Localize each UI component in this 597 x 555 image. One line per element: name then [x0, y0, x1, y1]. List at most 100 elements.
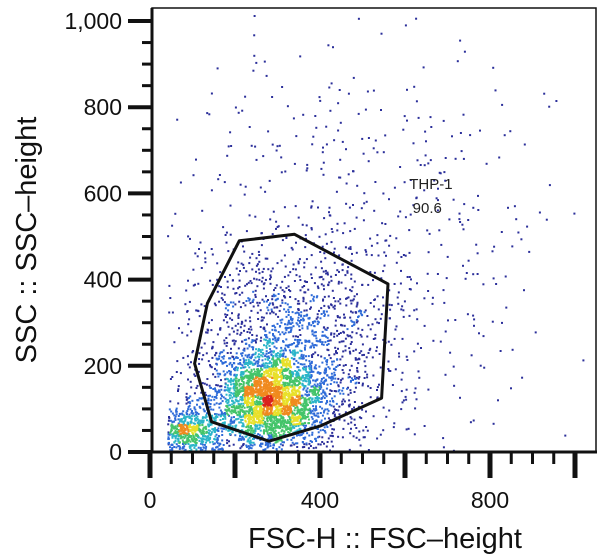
event-point — [237, 347, 240, 350]
event-point — [193, 414, 196, 417]
event-point — [315, 337, 318, 340]
event-point — [305, 169, 308, 172]
event-point — [332, 360, 335, 363]
event-point — [405, 428, 408, 431]
event-point — [216, 372, 219, 375]
event-point — [189, 237, 191, 240]
event-point — [246, 396, 249, 399]
event-point — [215, 433, 218, 436]
event-point — [311, 423, 314, 426]
event-point — [187, 429, 190, 432]
event-point — [310, 324, 313, 327]
event-point — [196, 399, 199, 402]
event-point — [179, 437, 182, 440]
event-point — [189, 446, 192, 449]
event-point — [186, 410, 189, 412]
event-point — [510, 387, 512, 390]
event-point — [250, 370, 253, 373]
event-point — [246, 397, 249, 400]
event-point — [226, 409, 229, 412]
event-point — [254, 145, 257, 148]
event-point — [442, 446, 445, 449]
event-point — [285, 425, 288, 428]
event-point — [320, 276, 323, 278]
event-point — [239, 404, 242, 407]
event-point — [215, 397, 218, 400]
event-point — [280, 171, 283, 174]
event-point — [244, 420, 247, 423]
event-point — [208, 420, 211, 423]
event-point — [276, 401, 279, 403]
event-point — [190, 421, 193, 424]
event-point — [261, 425, 264, 428]
event-point — [309, 389, 312, 392]
event-point — [260, 280, 263, 283]
event-point — [254, 425, 257, 428]
event-point — [277, 225, 280, 228]
event-point — [388, 244, 391, 247]
event-point — [341, 140, 344, 143]
event-point — [231, 403, 234, 406]
event-point — [246, 369, 248, 372]
event-point — [273, 410, 276, 413]
event-point — [443, 171, 446, 174]
event-point — [262, 394, 265, 397]
event-point — [183, 423, 186, 426]
event-point — [258, 423, 261, 426]
event-point — [312, 393, 315, 396]
event-point — [276, 306, 279, 309]
event-point — [402, 254, 405, 256]
event-point — [341, 377, 344, 380]
event-point — [272, 324, 275, 327]
event-point — [262, 385, 265, 388]
event-point — [284, 397, 287, 400]
event-point — [268, 397, 271, 400]
event-point — [470, 354, 473, 357]
event-point — [351, 408, 354, 411]
event-point — [248, 316, 251, 319]
event-point — [280, 384, 283, 387]
event-point — [303, 363, 306, 366]
event-point — [263, 409, 266, 412]
event-point — [280, 367, 283, 370]
event-point — [311, 321, 314, 323]
event-point — [244, 284, 247, 287]
event-point — [260, 244, 263, 247]
event-point — [233, 368, 235, 371]
event-point — [287, 285, 290, 288]
event-point — [266, 422, 269, 425]
event-point — [353, 418, 356, 421]
event-point — [282, 387, 285, 390]
event-point — [248, 362, 251, 365]
event-point — [293, 386, 296, 389]
event-point — [239, 416, 242, 419]
event-point — [350, 364, 353, 367]
event-point — [305, 443, 308, 446]
event-point — [472, 314, 475, 317]
event-point — [342, 340, 345, 343]
event-point — [413, 391, 416, 394]
event-point — [412, 142, 415, 145]
event-point — [294, 416, 297, 419]
event-point — [268, 432, 271, 435]
event-point — [174, 431, 177, 434]
event-point — [327, 314, 330, 317]
event-point — [435, 197, 438, 200]
event-point — [227, 145, 230, 148]
event-point — [240, 387, 243, 390]
event-point — [226, 378, 229, 381]
event-point — [315, 408, 318, 411]
event-point — [333, 413, 336, 416]
event-point — [344, 246, 347, 249]
event-point — [466, 313, 469, 316]
event-point — [336, 329, 339, 332]
event-point — [403, 300, 406, 303]
event-point — [227, 325, 230, 328]
event-point — [296, 405, 299, 408]
event-point — [324, 378, 327, 381]
event-point — [179, 372, 182, 375]
event-point — [217, 358, 220, 361]
event-point — [215, 352, 218, 355]
event-point — [307, 418, 310, 421]
event-point — [331, 445, 334, 448]
